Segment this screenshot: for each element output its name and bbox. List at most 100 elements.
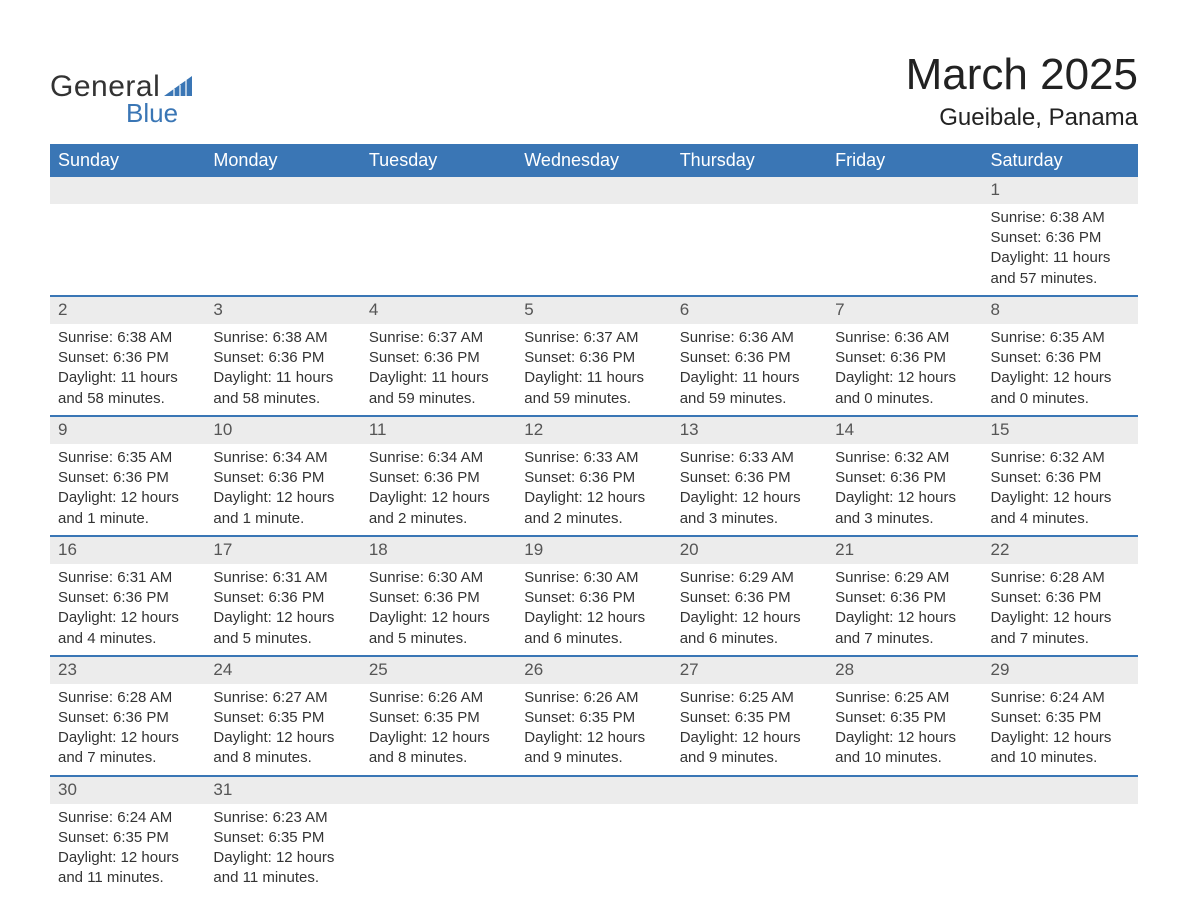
- day-header: Wednesday: [516, 144, 671, 177]
- day-number: [672, 777, 827, 804]
- day-number: 20: [672, 537, 827, 564]
- day-number: 15: [983, 417, 1138, 444]
- day-content: [361, 204, 516, 282]
- day-number: 16: [50, 537, 205, 564]
- day-content: [516, 204, 671, 282]
- title-block: March 2025 Gueibale, Panama: [906, 50, 1138, 132]
- day-content: Sunrise: 6:38 AMSunset: 6:36 PMDaylight:…: [205, 324, 360, 415]
- day-sunrise: Sunrise: 6:26 AM: [369, 688, 508, 708]
- day-number: 4: [361, 297, 516, 324]
- calendar-week-row: 30Sunrise: 6:24 AMSunset: 6:35 PMDayligh…: [50, 776, 1138, 895]
- day-sunset: Sunset: 6:36 PM: [991, 228, 1130, 248]
- day-daylight1: Daylight: 12 hours: [58, 608, 197, 628]
- day-daylight2: and 9 minutes.: [680, 748, 819, 768]
- calendar-cell: [361, 177, 516, 296]
- calendar-cell: 21Sunrise: 6:29 AMSunset: 6:36 PMDayligh…: [827, 536, 982, 656]
- calendar-cell: [827, 177, 982, 296]
- day-sunrise: Sunrise: 6:36 AM: [680, 328, 819, 348]
- calendar-cell: [205, 177, 360, 296]
- day-content: Sunrise: 6:30 AMSunset: 6:36 PMDaylight:…: [361, 564, 516, 655]
- day-daylight2: and 59 minutes.: [680, 389, 819, 409]
- day-daylight2: and 6 minutes.: [680, 629, 819, 649]
- day-daylight1: Daylight: 12 hours: [680, 728, 819, 748]
- day-number: 9: [50, 417, 205, 444]
- day-content: [205, 204, 360, 282]
- day-content: [361, 804, 516, 882]
- calendar-cell: 26Sunrise: 6:26 AMSunset: 6:35 PMDayligh…: [516, 656, 671, 776]
- day-number: [516, 177, 671, 204]
- day-content: Sunrise: 6:29 AMSunset: 6:36 PMDaylight:…: [672, 564, 827, 655]
- day-content: Sunrise: 6:26 AMSunset: 6:35 PMDaylight:…: [516, 684, 671, 775]
- day-header: Saturday: [983, 144, 1138, 177]
- day-daylight1: Daylight: 12 hours: [524, 728, 663, 748]
- day-content: Sunrise: 6:31 AMSunset: 6:36 PMDaylight:…: [50, 564, 205, 655]
- calendar-cell: [672, 776, 827, 895]
- calendar-cell: 8Sunrise: 6:35 AMSunset: 6:36 PMDaylight…: [983, 296, 1138, 416]
- day-sunset: Sunset: 6:36 PM: [524, 468, 663, 488]
- calendar-cell: [983, 776, 1138, 895]
- day-sunset: Sunset: 6:36 PM: [991, 348, 1130, 368]
- day-daylight1: Daylight: 12 hours: [58, 728, 197, 748]
- calendar-cell: [516, 177, 671, 296]
- calendar-cell: 17Sunrise: 6:31 AMSunset: 6:36 PMDayligh…: [205, 536, 360, 656]
- day-daylight1: Daylight: 12 hours: [835, 608, 974, 628]
- day-sunrise: Sunrise: 6:35 AM: [58, 448, 197, 468]
- day-daylight2: and 1 minute.: [213, 509, 352, 529]
- day-daylight2: and 58 minutes.: [213, 389, 352, 409]
- day-number: 18: [361, 537, 516, 564]
- day-number: 19: [516, 537, 671, 564]
- day-sunrise: Sunrise: 6:31 AM: [213, 568, 352, 588]
- calendar-cell: 19Sunrise: 6:30 AMSunset: 6:36 PMDayligh…: [516, 536, 671, 656]
- day-content: Sunrise: 6:33 AMSunset: 6:36 PMDaylight:…: [672, 444, 827, 535]
- day-sunset: Sunset: 6:36 PM: [991, 588, 1130, 608]
- calendar-cell: [50, 177, 205, 296]
- day-content: Sunrise: 6:27 AMSunset: 6:35 PMDaylight:…: [205, 684, 360, 775]
- day-sunrise: Sunrise: 6:26 AM: [524, 688, 663, 708]
- day-sunrise: Sunrise: 6:38 AM: [213, 328, 352, 348]
- day-content: [516, 804, 671, 882]
- day-sunrise: Sunrise: 6:24 AM: [58, 808, 197, 828]
- day-content: Sunrise: 6:25 AMSunset: 6:35 PMDaylight:…: [827, 684, 982, 775]
- calendar-cell: [672, 177, 827, 296]
- month-title: March 2025: [906, 50, 1138, 100]
- day-daylight1: Daylight: 12 hours: [524, 608, 663, 628]
- day-number: 25: [361, 657, 516, 684]
- day-sunset: Sunset: 6:36 PM: [58, 588, 197, 608]
- day-number: 3: [205, 297, 360, 324]
- logo-text-blue: Blue: [126, 98, 178, 129]
- day-content: Sunrise: 6:33 AMSunset: 6:36 PMDaylight:…: [516, 444, 671, 535]
- day-content: Sunrise: 6:26 AMSunset: 6:35 PMDaylight:…: [361, 684, 516, 775]
- day-number: 28: [827, 657, 982, 684]
- calendar-cell: 10Sunrise: 6:34 AMSunset: 6:36 PMDayligh…: [205, 416, 360, 536]
- day-daylight2: and 6 minutes.: [524, 629, 663, 649]
- day-daylight2: and 0 minutes.: [991, 389, 1130, 409]
- calendar-cell: 9Sunrise: 6:35 AMSunset: 6:36 PMDaylight…: [50, 416, 205, 536]
- calendar-cell: 7Sunrise: 6:36 AMSunset: 6:36 PMDaylight…: [827, 296, 982, 416]
- day-sunset: Sunset: 6:35 PM: [369, 708, 508, 728]
- day-number: 6: [672, 297, 827, 324]
- day-sunrise: Sunrise: 6:30 AM: [524, 568, 663, 588]
- day-number: 12: [516, 417, 671, 444]
- calendar-body: 1Sunrise: 6:38 AMSunset: 6:36 PMDaylight…: [50, 177, 1138, 895]
- calendar-cell: 27Sunrise: 6:25 AMSunset: 6:35 PMDayligh…: [672, 656, 827, 776]
- calendar-cell: 24Sunrise: 6:27 AMSunset: 6:35 PMDayligh…: [205, 656, 360, 776]
- day-daylight1: Daylight: 11 hours: [213, 368, 352, 388]
- day-sunrise: Sunrise: 6:33 AM: [524, 448, 663, 468]
- day-content: Sunrise: 6:36 AMSunset: 6:36 PMDaylight:…: [827, 324, 982, 415]
- calendar-week-row: 23Sunrise: 6:28 AMSunset: 6:36 PMDayligh…: [50, 656, 1138, 776]
- day-daylight1: Daylight: 11 hours: [58, 368, 197, 388]
- day-daylight2: and 8 minutes.: [213, 748, 352, 768]
- day-daylight1: Daylight: 12 hours: [213, 728, 352, 748]
- day-content: Sunrise: 6:34 AMSunset: 6:36 PMDaylight:…: [205, 444, 360, 535]
- day-daylight2: and 59 minutes.: [369, 389, 508, 409]
- day-daylight1: Daylight: 12 hours: [213, 488, 352, 508]
- day-daylight2: and 3 minutes.: [680, 509, 819, 529]
- day-content: Sunrise: 6:34 AMSunset: 6:36 PMDaylight:…: [361, 444, 516, 535]
- day-sunset: Sunset: 6:36 PM: [991, 468, 1130, 488]
- day-content: Sunrise: 6:24 AMSunset: 6:35 PMDaylight:…: [50, 804, 205, 895]
- day-number: 27: [672, 657, 827, 684]
- day-daylight2: and 4 minutes.: [58, 629, 197, 649]
- day-number: [50, 177, 205, 204]
- day-number: 7: [827, 297, 982, 324]
- day-number: [827, 777, 982, 804]
